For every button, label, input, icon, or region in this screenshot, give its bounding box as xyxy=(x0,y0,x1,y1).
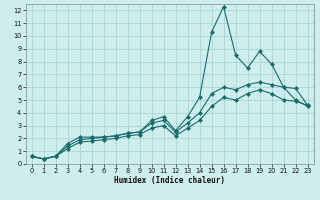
X-axis label: Humidex (Indice chaleur): Humidex (Indice chaleur) xyxy=(114,176,225,185)
